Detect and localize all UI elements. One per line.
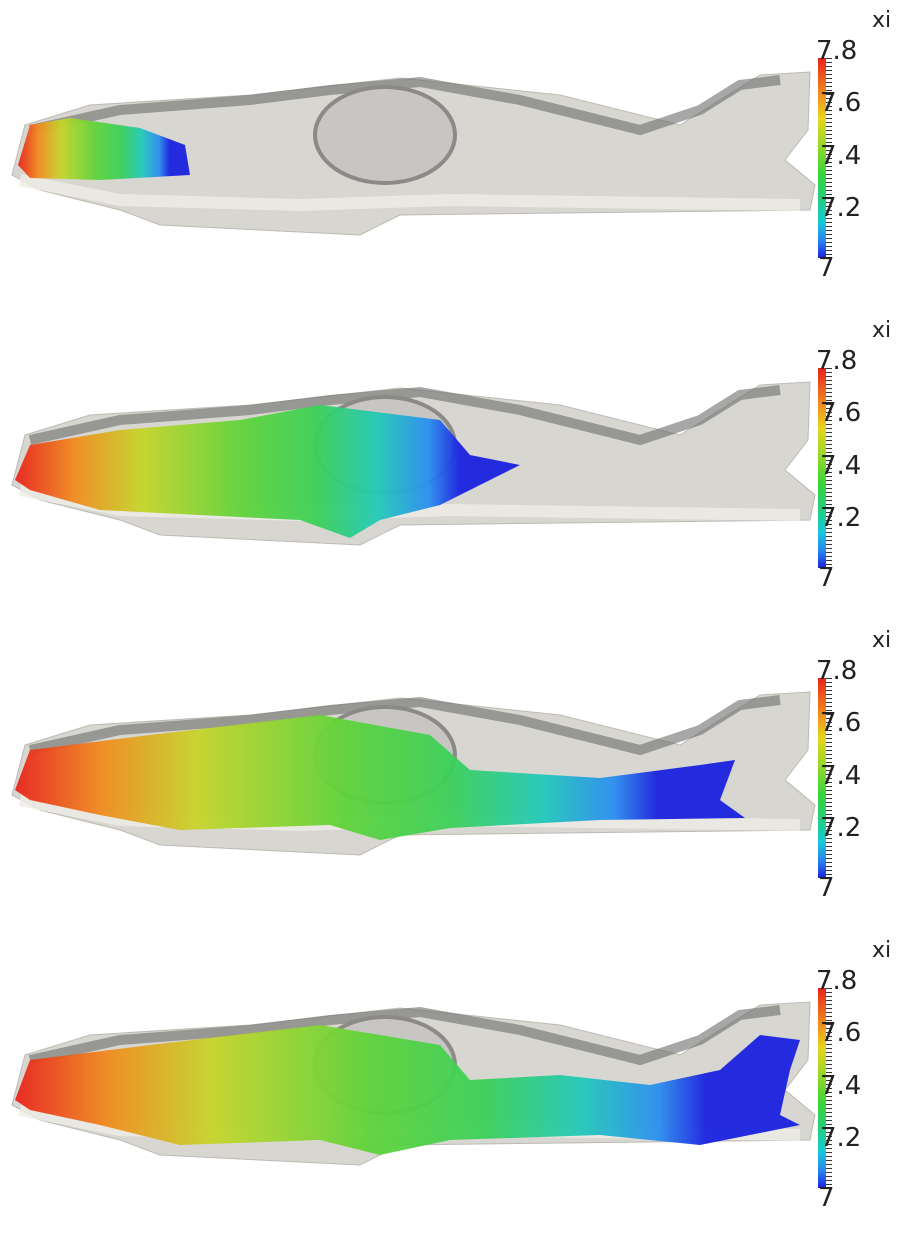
colorbar-label: 7.6 (820, 1018, 862, 1048)
colorbar-label: 7.2 (820, 813, 862, 843)
colorbar-ticks (826, 678, 832, 878)
colorbar (818, 678, 826, 878)
colorbar-label: 7.6 (820, 88, 862, 118)
terrain-panel-4 (0, 0, 899, 1166)
colorbar-title: xi (872, 8, 892, 33)
colorbar-title: xi (872, 938, 892, 963)
colorbar-label: 7 (818, 873, 835, 903)
colorbar-label: 7.4 (820, 141, 862, 171)
colorbar-label: 7.8 (816, 966, 858, 996)
colorbar-label: 7 (818, 1183, 835, 1213)
colorbar-label: 7.4 (820, 451, 862, 481)
colorbar-label: 7.8 (816, 346, 858, 376)
colorbar-title: xi (872, 628, 892, 653)
colorbar-ticks (826, 58, 832, 258)
colorbar (818, 368, 826, 568)
terrain-panel-3 (0, 0, 899, 856)
colorbar-label: 7.8 (816, 36, 858, 66)
colorbar-label: 7.2 (820, 503, 862, 533)
colorbar-label: 7.2 (820, 193, 862, 223)
colorbar-ticks (826, 368, 832, 568)
colorbar-label: 7.4 (820, 761, 862, 791)
terrain-panel-2 (0, 0, 899, 546)
colorbar (818, 988, 826, 1188)
colorbar-label: 7.6 (820, 708, 862, 738)
terrain-panel-1 (0, 0, 899, 310)
colorbar-label: 7.2 (820, 1123, 862, 1153)
colorbar-title: xi (872, 318, 892, 343)
colorbar-label: 7.8 (816, 656, 858, 686)
colorbar-ticks (826, 988, 832, 1188)
colorbar-label: 7 (818, 563, 835, 593)
colorbar-label: 7 (818, 253, 835, 283)
colorbar (818, 58, 826, 258)
colorbar-label: 7.6 (820, 398, 862, 428)
colorbar-label: 7.4 (820, 1071, 862, 1101)
